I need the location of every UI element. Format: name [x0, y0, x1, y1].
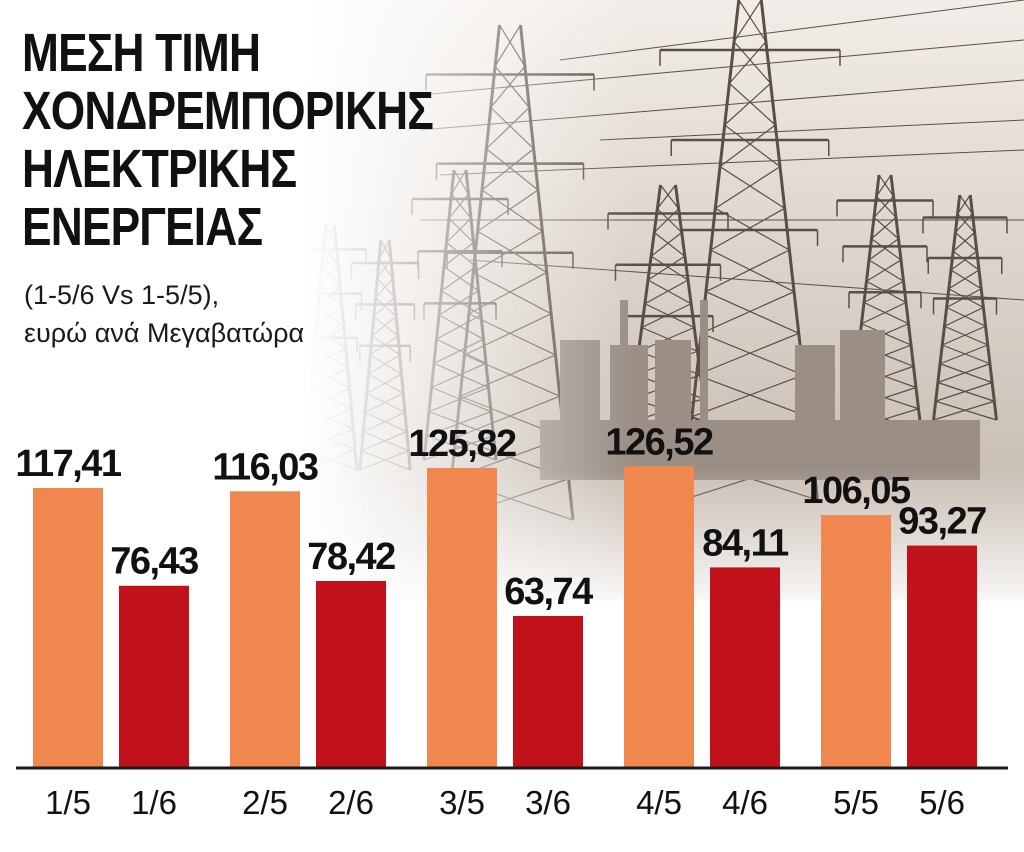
title-line: ΧΟΝΔΡΕΜΠΟΡΙΚΗΣ — [22, 81, 434, 141]
title-line: ΜΕΣΗ ΤΙΜΗ — [22, 23, 261, 83]
x-tick-label: 2/5 — [242, 784, 288, 821]
bar-value-label: 117,41 — [15, 443, 121, 485]
x-tick-label: 4/6 — [722, 784, 768, 821]
bar-june — [316, 580, 386, 768]
bar-may — [624, 466, 694, 768]
bar-value-label: 76,43 — [110, 541, 198, 583]
x-tick-label: 1/5 — [45, 784, 91, 821]
chart-title: ΜΕΣΗ ΤΙΜΗ ΧΟΝΔΡΕΜΠΟΡΙΚΗΣ ΗΛΕΚΤΡΙΚΗΣ ΕΝΕΡ… — [22, 23, 434, 257]
x-tick-label: 2/6 — [328, 784, 374, 821]
x-tick-label: 3/6 — [525, 784, 571, 821]
bar-value-label: 78,42 — [307, 536, 395, 578]
bar-june — [513, 615, 583, 768]
bar-june — [907, 545, 977, 768]
bar-value-label: 125,82 — [408, 423, 516, 465]
bar-may — [33, 488, 103, 768]
subtitle-line: ευρώ ανά Μεγαβατώρα — [24, 318, 305, 348]
subtitle-line: (1-5/6 Vs 1-5/5), — [24, 280, 220, 310]
bar-may — [230, 491, 300, 768]
bar-value-label: 106,05 — [802, 470, 911, 512]
title-line: ΕΝΕΡΓΕΙΑΣ — [22, 197, 263, 257]
title-line: ΗΛΕΚΤΡΙΚΗΣ — [22, 139, 297, 199]
x-tick-label: 4/5 — [636, 784, 682, 821]
bar-june — [710, 567, 780, 768]
bar-value-label: 116,03 — [212, 446, 317, 488]
bar-value-label: 93,27 — [898, 501, 986, 543]
bar-may — [821, 515, 891, 768]
x-tick-label: 3/5 — [439, 784, 485, 821]
bar-may — [427, 467, 497, 768]
bar-value-label: 63,74 — [504, 571, 593, 613]
x-tick-label: 5/5 — [833, 784, 879, 821]
chart-subtitle: (1-5/6 Vs 1-5/5), ευρώ ανά Μεγαβατώρα — [24, 276, 304, 352]
bar-june — [119, 585, 189, 768]
bar-value-label: 84,11 — [702, 522, 789, 564]
x-tick-label: 5/6 — [919, 784, 965, 821]
x-tick-label: 1/6 — [131, 784, 177, 821]
bar-value-label: 126,52 — [605, 421, 713, 463]
